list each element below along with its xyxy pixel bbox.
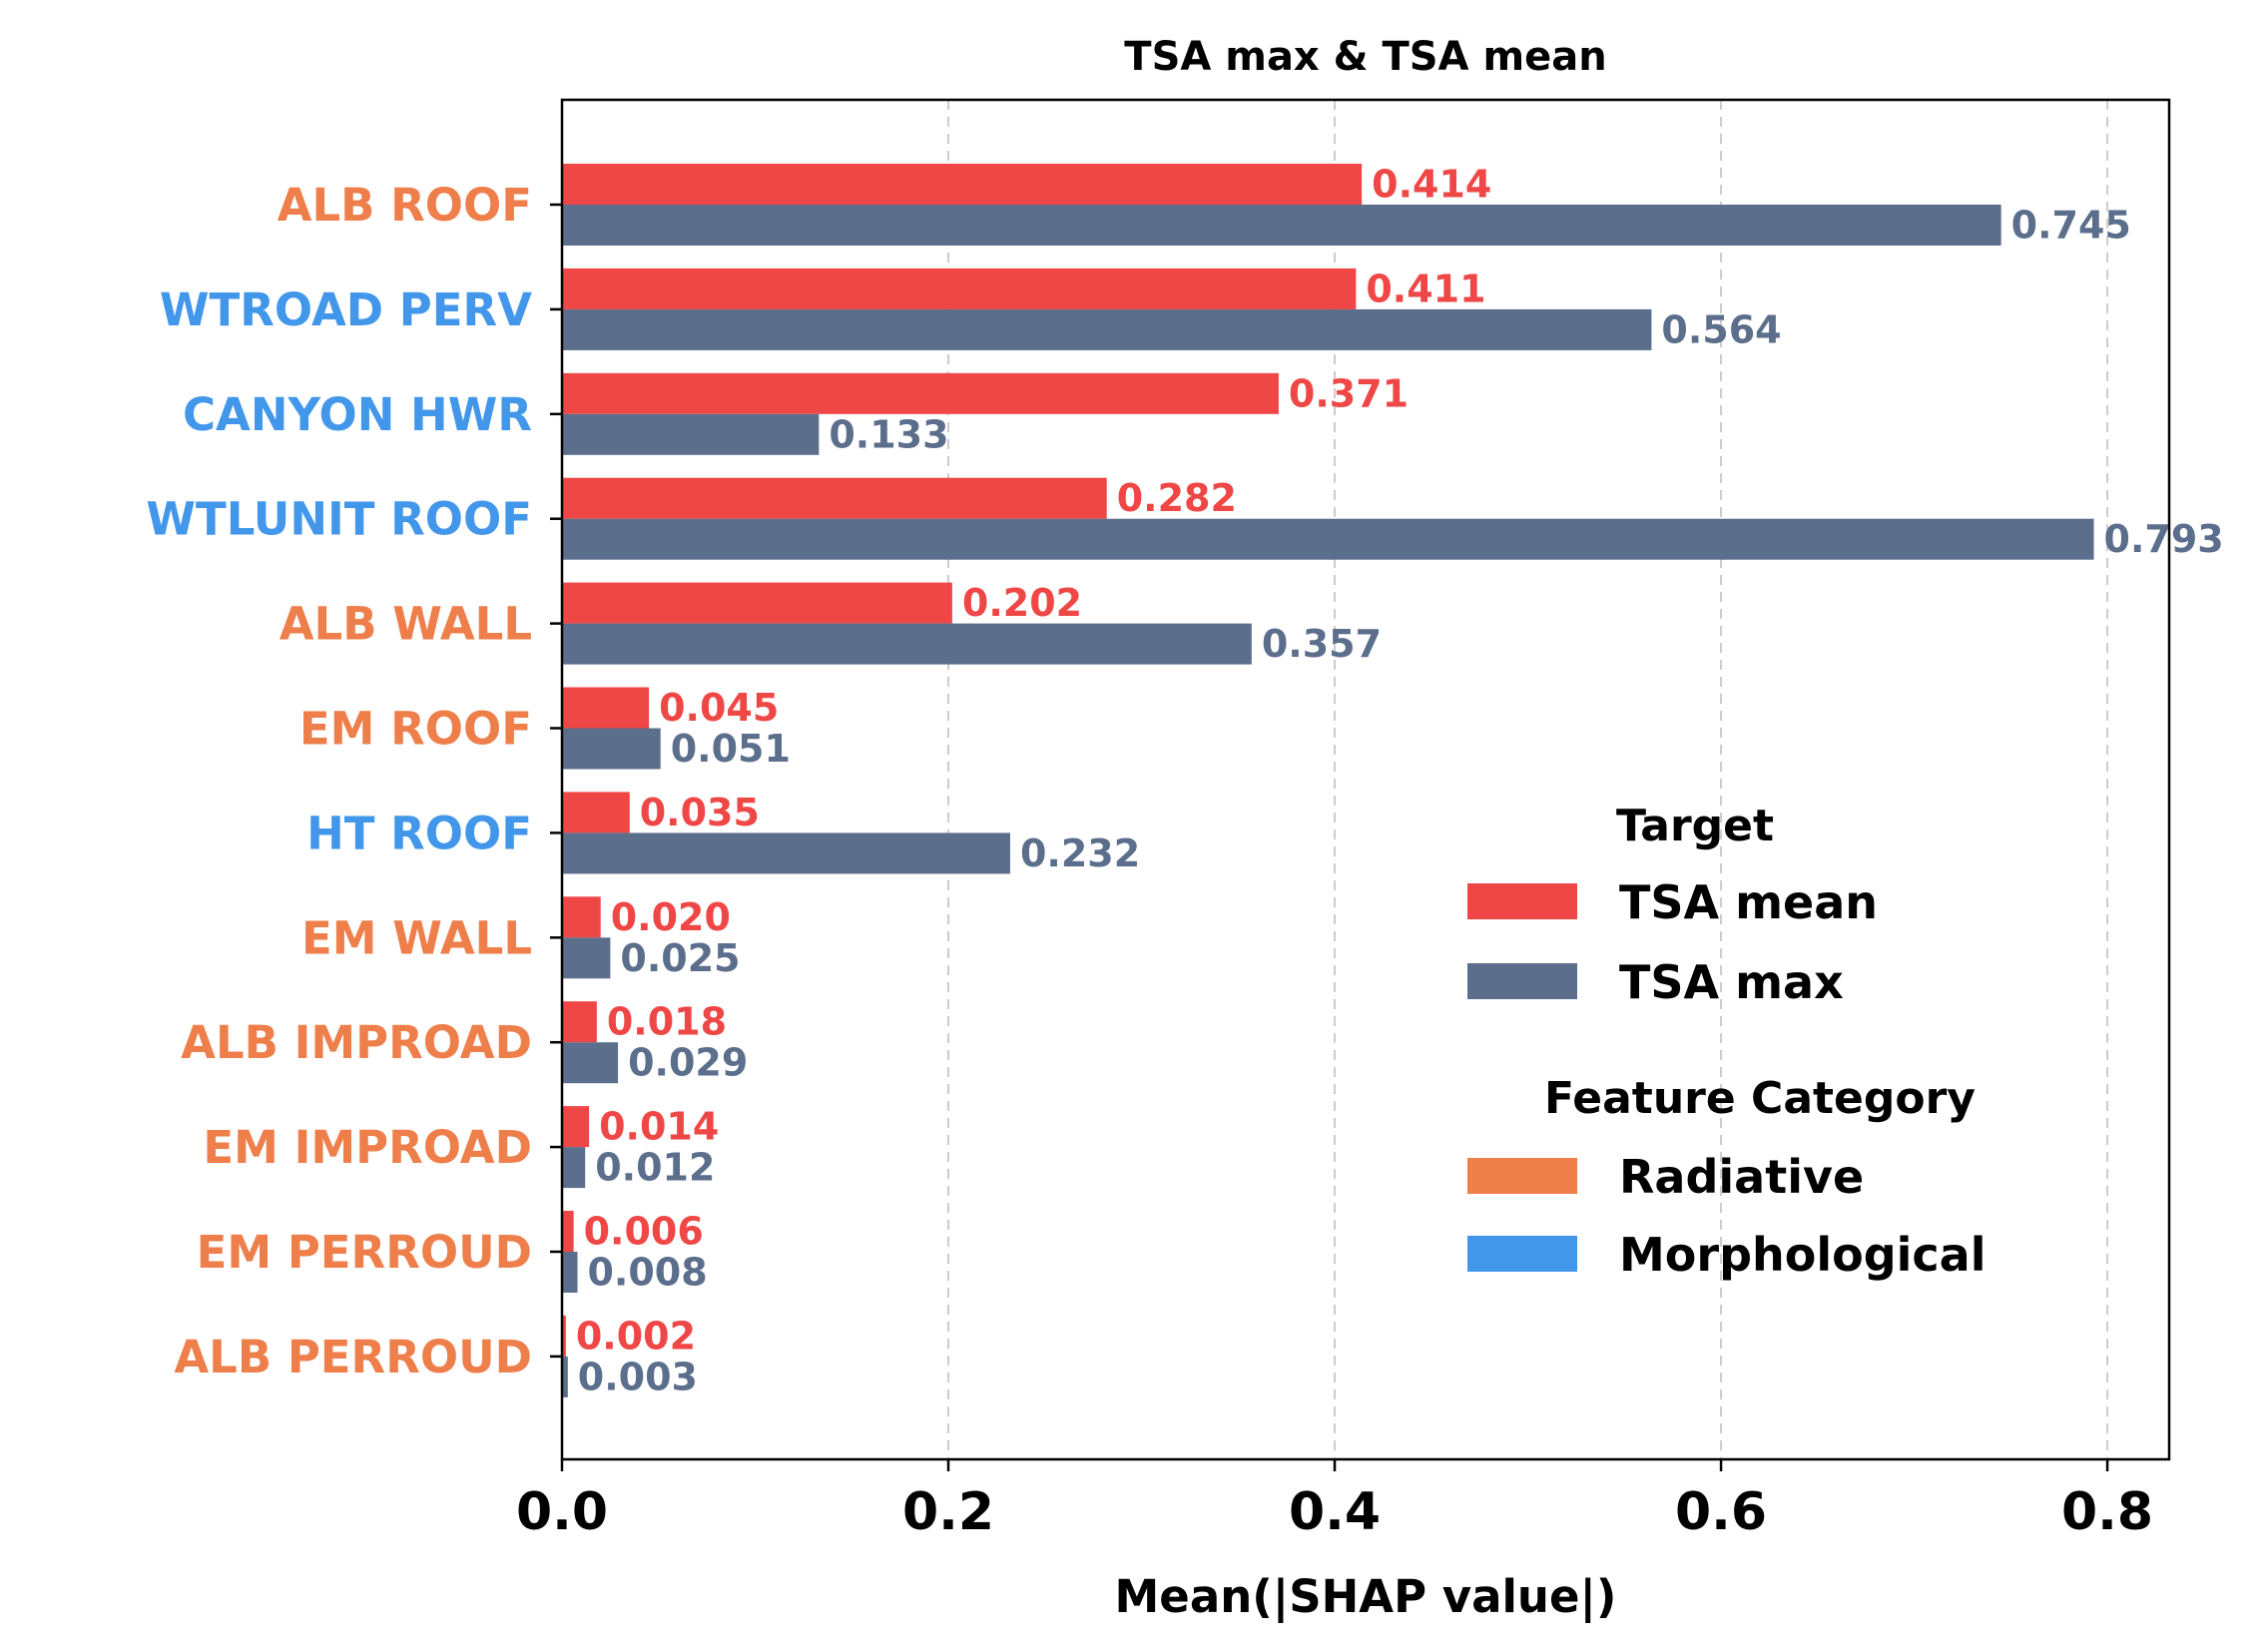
bar-tsa-mean-em-roof	[562, 687, 650, 729]
legend-morphological-label: Morphological	[1619, 1228, 1985, 1282]
bar-tsa-mean-em-wall	[562, 896, 601, 938]
bar-tsa-mean-alb-wall	[562, 582, 952, 624]
bar-tsa-mean-alb-improad	[562, 1001, 597, 1043]
bar-tsa-max-ht-roof	[562, 832, 1010, 874]
bar-tsa-mean-canyon-hwr	[562, 372, 1279, 414]
bar-tsa-max-wtroad-perv	[562, 308, 1652, 350]
data-label-tsa-mean-alb-perroud: 0.002	[576, 1314, 696, 1358]
legend-tsa-mean-swatch	[1467, 883, 1577, 919]
y-tick-label-em-perroud: EM PERROUD	[197, 1226, 532, 1279]
x-tick-label: 0.4	[1289, 1482, 1381, 1542]
bar-tsa-mean-em-perroud	[562, 1211, 574, 1252]
data-label-tsa-max-ht-roof: 0.232	[1020, 831, 1140, 875]
data-label-tsa-max-alb-improad: 0.029	[628, 1041, 748, 1085]
y-axis: ALB ROOF WTROAD PERV CANYON HWR WTLUNIT ROO…	[146, 179, 562, 1383]
data-label-tsa-mean-alb-roof: 0.414	[1372, 163, 1491, 207]
bar-tsa-max-canyon-hwr	[562, 413, 820, 455]
x-tick-label: 0.6	[1675, 1482, 1767, 1542]
y-tick-label-alb-improad: ALB IMPROAD	[181, 1016, 532, 1069]
y-tick-label-em-improad: EM IMPROAD	[203, 1121, 532, 1174]
legend-radiative-swatch	[1467, 1158, 1577, 1194]
data-label-tsa-mean-ht-roof: 0.035	[640, 791, 760, 834]
data-label-tsa-max-em-wall: 0.025	[620, 936, 740, 980]
legend-target-title: Target	[1616, 801, 1774, 851]
bar-tsa-mean-wtlunit-roof	[562, 477, 1107, 519]
bar-tsa-max-alb-roof	[562, 205, 2001, 246]
legend-tsa-max-label: TSA max	[1619, 955, 1844, 1009]
x-tick-label: 0.8	[2061, 1482, 2153, 1542]
data-label-tsa-mean-wtroad-perv: 0.411	[1366, 267, 1485, 310]
y-tick-label-alb-roof: ALB ROOF	[278, 179, 532, 232]
data-label-tsa-max-alb-roof: 0.745	[2011, 204, 2131, 248]
y-tick-label-wtroad-perv: WTROAD PERV	[160, 283, 532, 336]
legend-tsa-max-swatch	[1467, 963, 1577, 999]
x-tick-label: 0.2	[902, 1482, 994, 1542]
x-axis-label: Mean(|SHAP value|)	[1115, 1570, 1617, 1623]
data-label-tsa-max-em-roof: 0.051	[671, 727, 791, 771]
data-labels-group: 0.414 0.745 0.411 0.564 0.371 0.133 0.282 0.793…	[576, 163, 2224, 1399]
y-tick-label-ht-roof: HT ROOF	[306, 807, 532, 859]
bar-tsa-max-wtlunit-roof	[562, 518, 2094, 560]
y-tick-label-alb-wall: ALB WALL	[280, 598, 532, 651]
data-label-tsa-max-em-improad: 0.012	[595, 1146, 715, 1190]
x-axis: 0.0 0.2 0.4 0.6 0.8	[516, 1459, 2153, 1542]
bar-tsa-mean-alb-perroud	[562, 1315, 566, 1357]
chart-title: TSA max & TSA mean	[1124, 34, 1606, 80]
bar-tsa-mean-wtroad-perv	[562, 268, 1357, 309]
data-label-tsa-mean-wtlunit-roof: 0.282	[1117, 476, 1237, 520]
bars-group	[562, 164, 2094, 1397]
y-tick-label-alb-perroud: ALB PERROUD	[174, 1331, 532, 1383]
data-label-tsa-mean-em-wall: 0.020	[611, 895, 731, 939]
y-tick-label-em-wall: EM WALL	[301, 911, 532, 964]
legend: Target TSA mean TSA max Feature Category…	[1467, 801, 1985, 1282]
bar-tsa-max-alb-improad	[562, 1042, 619, 1084]
bar-tsa-mean-ht-roof	[562, 792, 630, 833]
y-tick-label-canyon-hwr: CANYON HWR	[183, 388, 532, 441]
data-label-tsa-mean-em-improad: 0.014	[599, 1105, 719, 1149]
data-label-tsa-max-em-perroud: 0.008	[587, 1251, 707, 1295]
data-label-tsa-mean-alb-improad: 0.018	[607, 1000, 727, 1044]
plot-area	[560, 98, 2171, 1461]
bar-tsa-max-em-improad	[562, 1147, 586, 1189]
bar-tsa-max-em-perroud	[562, 1252, 578, 1293]
legend-tsa-mean-label: TSA mean	[1619, 875, 1878, 929]
legend-morphological-swatch	[1467, 1236, 1577, 1272]
data-label-tsa-max-alb-perroud: 0.003	[578, 1355, 698, 1398]
data-label-tsa-mean-em-perroud: 0.006	[584, 1210, 704, 1254]
y-tick-label-em-roof: EM ROOF	[299, 703, 532, 756]
bar-tsa-max-em-wall	[562, 937, 611, 979]
data-label-tsa-mean-em-roof: 0.045	[659, 686, 779, 730]
data-label-tsa-mean-canyon-hwr: 0.371	[1289, 371, 1409, 415]
bar-tsa-mean-alb-roof	[562, 164, 1363, 205]
y-tick-label-wtlunit-roof: WTLUNIT ROOF	[146, 493, 532, 546]
data-label-tsa-max-alb-wall: 0.357	[1262, 622, 1382, 666]
legend-radiative-label: Radiative	[1619, 1150, 1864, 1204]
bar-tsa-max-alb-perroud	[562, 1356, 568, 1397]
data-label-tsa-max-wtroad-perv: 0.564	[1661, 307, 1781, 351]
data-label-tsa-mean-alb-wall: 0.202	[962, 581, 1082, 625]
data-label-tsa-max-wtlunit-roof: 0.793	[2104, 517, 2224, 561]
legend-category-title: Feature Category	[1544, 1073, 1976, 1124]
bar-tsa-max-alb-wall	[562, 623, 1252, 665]
data-label-tsa-max-canyon-hwr: 0.133	[829, 412, 948, 456]
x-tick-label: 0.0	[516, 1482, 608, 1542]
bar-tsa-max-em-roof	[562, 728, 661, 770]
bar-tsa-mean-em-improad	[562, 1106, 590, 1148]
